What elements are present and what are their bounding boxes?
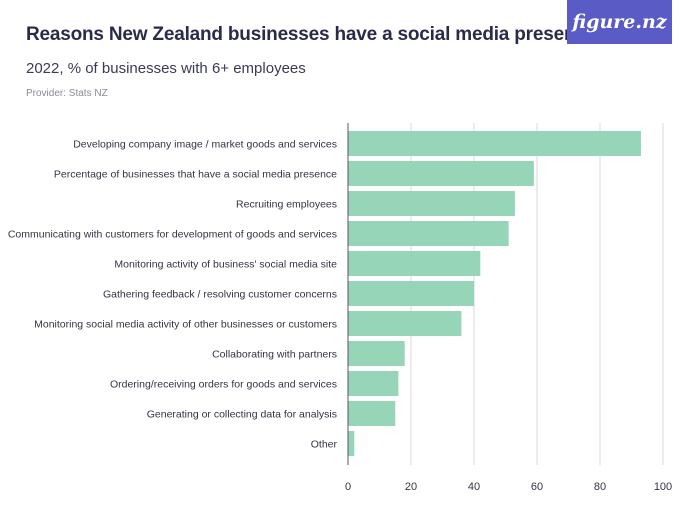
category-label: Monitoring activity of business' social … bbox=[114, 259, 337, 271]
x-axis-tick-layer: 0 20 40 60 80 100 bbox=[345, 481, 672, 493]
x-tick-label: 20 bbox=[405, 481, 417, 493]
x-tick-label: 80 bbox=[594, 481, 606, 493]
category-label: Ordering/receiving orders for goods and … bbox=[110, 379, 337, 391]
bar-layer bbox=[348, 131, 641, 456]
bar[interactable] bbox=[348, 341, 405, 366]
category-label: Developing company image / market goods … bbox=[73, 139, 337, 151]
x-tick-label: 40 bbox=[468, 481, 480, 493]
category-label: Communicating with customers for develop… bbox=[8, 229, 337, 241]
category-label: Gathering feedback / resolving customer … bbox=[103, 289, 337, 301]
bar[interactable] bbox=[348, 221, 509, 246]
x-tick-label: 0 bbox=[345, 481, 351, 493]
category-label: Percentage of businesses that have a soc… bbox=[54, 169, 337, 181]
provider-text: Provider: Stats NZ bbox=[26, 88, 108, 99]
chart-title: Reasons New Zealand businesses have a so… bbox=[26, 24, 597, 45]
bar[interactable] bbox=[348, 191, 515, 216]
figure-nz-logo[interactable]: figure.nz bbox=[567, 0, 672, 44]
bar[interactable] bbox=[348, 131, 641, 156]
bar[interactable] bbox=[348, 371, 399, 396]
bar[interactable] bbox=[348, 401, 396, 426]
category-label: Generating or collecting data for analys… bbox=[147, 409, 337, 421]
category-label: Other bbox=[311, 439, 338, 451]
category-label-layer: Developing company image / market goods … bbox=[8, 139, 338, 451]
bar[interactable] bbox=[348, 281, 475, 306]
x-tick-label: 60 bbox=[531, 481, 543, 493]
category-label: Monitoring social media activity of othe… bbox=[34, 319, 337, 331]
bar[interactable] bbox=[348, 251, 481, 276]
bar[interactable] bbox=[348, 161, 534, 186]
bar[interactable] bbox=[348, 431, 355, 456]
category-label: Collaborating with partners bbox=[212, 349, 337, 361]
x-tick-label: 100 bbox=[654, 481, 672, 493]
chart-subtitle: 2022, % of businesses with 6+ employees bbox=[26, 60, 306, 77]
category-label: Recruiting employees bbox=[236, 199, 337, 211]
bar[interactable] bbox=[348, 311, 462, 336]
